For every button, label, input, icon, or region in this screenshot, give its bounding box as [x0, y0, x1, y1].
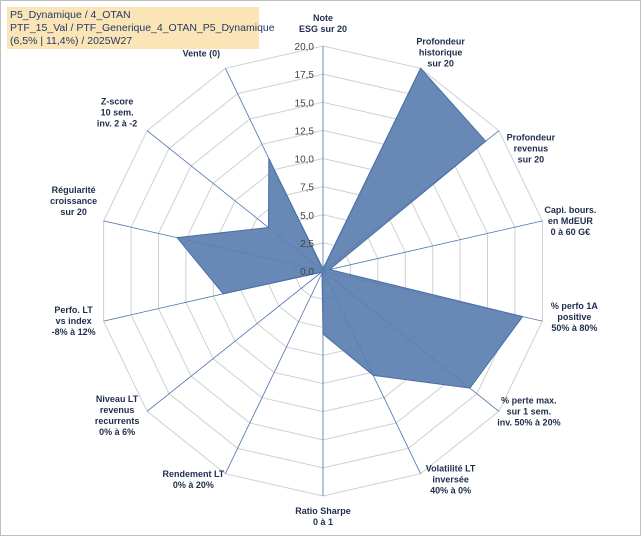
- axis-label-line: Profondeur: [507, 133, 556, 143]
- axis-label-line: 0 à 60 G€: [551, 227, 591, 237]
- axis-label-line: % perfo 1A: [551, 301, 599, 311]
- axis-label-line: Capi. bours.: [544, 205, 596, 215]
- axis-label-line: Ratio Sharpe: [295, 506, 351, 516]
- axis-label-line: inversée: [432, 475, 469, 485]
- axis-label-line: Volatilité LT: [426, 464, 476, 474]
- tick-label-4: 10,0: [295, 155, 315, 166]
- axis-label-line: Perfo. LT: [54, 305, 93, 315]
- axis-label-line: Note: [313, 13, 333, 23]
- axis-label-line: 50% à 80%: [551, 323, 597, 333]
- axis-label-line: recurrents: [95, 416, 140, 426]
- axis-label-6: % perte max.sur 1 sem.inv. 50% à 20%: [497, 395, 560, 427]
- tick-label-8: 20,0: [295, 42, 315, 53]
- axis-label-line: % perte max.: [501, 395, 557, 405]
- axis-label-line: sur 1 sem.: [507, 406, 552, 416]
- axis-label-line: historique: [419, 47, 463, 57]
- tick-label-6: 15,0: [295, 98, 315, 109]
- axis-label-line: sur 20: [518, 155, 545, 165]
- axis-label-line: revenus: [100, 405, 135, 415]
- header-line-2: PTF_15_Val / PTF_Generique_4_OTAN_P5_Dyn…: [10, 22, 256, 35]
- tick-label-0: 0,0: [300, 267, 314, 278]
- axis-label-line: Niveau LT: [96, 394, 139, 404]
- tick-label-7: 17,5: [295, 70, 315, 81]
- spoke-9: [225, 271, 323, 474]
- axis-label-line: 40% à 0%: [430, 486, 471, 496]
- axis-label-line: -8% à 12%: [52, 327, 96, 337]
- chart-header: P5_Dynamique / 4_OTAN PTF_15_Val / PTF_G…: [7, 7, 259, 49]
- axis-label-line: Vente (0): [183, 48, 221, 58]
- spoke-10: [147, 271, 323, 411]
- axis-label-line: 0% à 20%: [173, 480, 214, 490]
- axis-label-line: Z-score: [101, 97, 134, 107]
- axis-label-line: vs index: [56, 316, 92, 326]
- axis-label-line: 10 sem.: [101, 108, 134, 118]
- axis-label-line: inv. 50% à 20%: [497, 417, 560, 427]
- header-line-1: P5_Dynamique / 4_OTAN: [10, 9, 256, 22]
- axis-label-line: ESG sur 20: [299, 24, 347, 34]
- tick-label-5: 12,5: [295, 126, 315, 137]
- series-area-1: [177, 68, 522, 388]
- axis-label-line: Rendement LT: [162, 469, 224, 479]
- axis-label-line: positive: [557, 312, 591, 322]
- axis-label-line: revenus: [514, 144, 549, 154]
- axis-label-line: croissance: [50, 196, 97, 206]
- tick-label-1: 2,5: [300, 239, 314, 250]
- tick-label-3: 7,5: [300, 183, 314, 194]
- axis-label-line: Profondeur: [416, 36, 465, 46]
- axis-label-line: 0% à 6%: [99, 427, 135, 437]
- axis-label-line: 0 à 1: [313, 517, 333, 527]
- axis-label-line: en MdEUR: [548, 216, 594, 226]
- axis-label-line: Régularité: [52, 185, 96, 195]
- tick-label-2: 5,0: [300, 211, 314, 222]
- axis-label-line: inv. 2 à -2: [97, 119, 137, 129]
- axis-label-line: sur 20: [427, 58, 454, 68]
- axis-label-line: sur 20: [60, 207, 87, 217]
- header-line-3: (6,5% | 11,4%) / 2025W27: [10, 35, 256, 48]
